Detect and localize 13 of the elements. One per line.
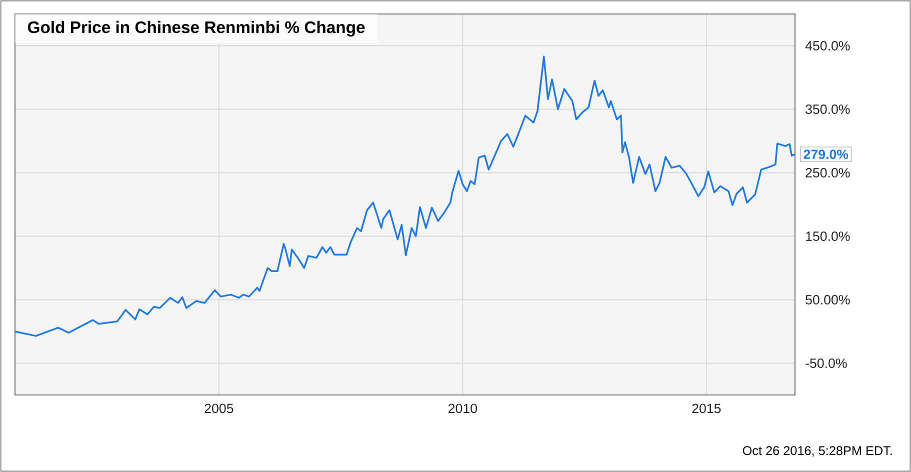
- y-tick-label: -50.0%: [806, 358, 847, 368]
- y-tick-label: 350.0%: [806, 104, 850, 114]
- x-tick-label: 2005: [204, 404, 234, 414]
- y-tick-label: 50.00%: [806, 295, 850, 304]
- text: Oct 26 2016, 5:28PM EDT.: [742, 446, 892, 457]
- x-tick-label: 2010: [448, 404, 477, 414]
- y-tick-label: 150.0%: [806, 232, 850, 241]
- y-tick-label: 450.0%: [805, 41, 850, 50]
- line-series: [14, 56, 796, 337]
- chart-title: Gold Price in Chinese Renminbi % Change: [28, 20, 365, 37]
- x-tick-label: 2015: [692, 404, 721, 414]
- annotation: 279.0%: [804, 150, 848, 160]
- y-tick-label: 250.0%: [806, 168, 850, 178]
